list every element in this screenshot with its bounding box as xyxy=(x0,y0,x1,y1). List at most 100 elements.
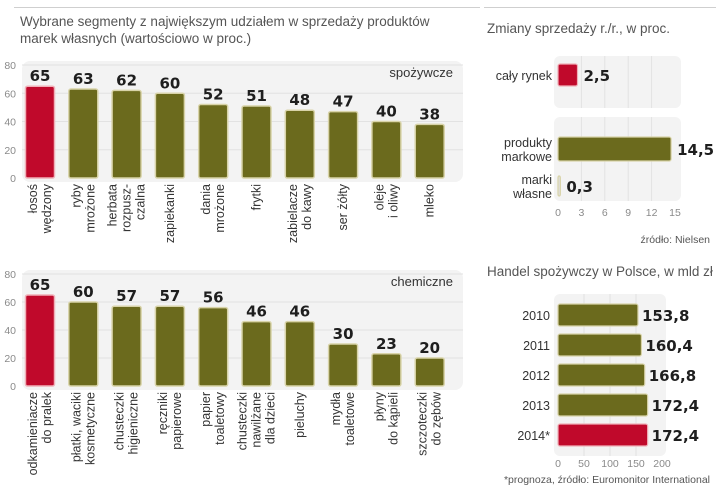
retail-value-label: 160,4 xyxy=(645,337,692,355)
sales-value-label: 14,5 xyxy=(677,141,714,159)
chem-value-label: 57 xyxy=(116,287,137,305)
sales-bar xyxy=(557,175,561,197)
chem-category-label: papier xyxy=(199,392,213,427)
food-bar xyxy=(197,103,229,179)
food-bar xyxy=(414,123,445,179)
sales-chart-title: Zmiany sprzedaży r./r., w proc. xyxy=(487,21,671,36)
food-bar xyxy=(24,85,56,179)
sales-value-label: 2,5 xyxy=(584,67,611,85)
retail-xtick-label: 100 xyxy=(601,458,619,470)
chem-category-label: dla dzieci xyxy=(264,392,278,444)
chem-category-label: nawilżane xyxy=(250,392,264,448)
sales-category-label: własne xyxy=(512,187,552,201)
retail-value-label: 166,8 xyxy=(649,367,696,385)
retail-xtick-label: 150 xyxy=(627,458,645,470)
retail-xtick-label: 0 xyxy=(555,458,561,470)
food-category-label: mrożone xyxy=(213,184,227,233)
chem-category-label: do zębów xyxy=(430,391,444,445)
retail-category-label: 2010 xyxy=(522,309,550,323)
food-bar xyxy=(327,110,359,179)
retail-xtick-label: 50 xyxy=(578,458,590,470)
food-category-label: frytki xyxy=(250,184,264,210)
food-bar xyxy=(241,105,272,179)
sales-category-label: cały rynek xyxy=(496,69,553,83)
food-category-label: rozpusz- xyxy=(120,184,134,232)
sales-source: źródło: Nielsen xyxy=(640,234,710,246)
chem-ytick-label: 20 xyxy=(4,353,16,365)
retail-value-label: 172,4 xyxy=(652,427,699,445)
chem-bar xyxy=(414,357,445,387)
food-ytick-label: 60 xyxy=(4,88,16,100)
sales-xtick-label: 9 xyxy=(625,207,631,219)
retail-source: *prognoza, źródło: Euromonitor Internati… xyxy=(503,474,710,486)
chem-value-label: 20 xyxy=(419,339,440,357)
sales-bar xyxy=(557,63,579,87)
retail-bar xyxy=(557,393,649,417)
retail-bar xyxy=(557,423,649,447)
chem-category-label: mydła xyxy=(329,392,343,425)
food-category-label: mrożone xyxy=(83,184,97,233)
sales-category-label: produkty xyxy=(504,136,553,150)
chem-bar xyxy=(111,305,142,387)
chem-value-label: 23 xyxy=(376,335,397,353)
food-value-label: 38 xyxy=(419,105,440,123)
food-segment-label: spożywcze xyxy=(389,65,453,80)
sales-xtick-label: 0 xyxy=(555,207,561,219)
chem-ytick-label: 0 xyxy=(10,381,16,393)
retail-category-label: 2014* xyxy=(517,429,550,443)
food-category-label: ser żółty xyxy=(336,183,350,230)
chem-bar xyxy=(241,320,272,387)
chem-ytick-label: 60 xyxy=(4,297,16,309)
retail-bar xyxy=(557,363,646,387)
food-category-label: łosoś xyxy=(26,184,40,213)
sales-xtick-label: 12 xyxy=(646,207,658,219)
food-category-label: wędzony xyxy=(40,183,54,234)
food-category-label: oleje xyxy=(372,184,386,210)
chem-bar xyxy=(68,301,99,387)
food-value-label: 51 xyxy=(246,87,267,105)
sales-xtick-label: 15 xyxy=(669,207,681,219)
food-category-label: dania xyxy=(199,184,213,215)
sales-bar xyxy=(557,136,672,162)
food-bar xyxy=(154,92,186,179)
chem-segment-label: chemiczne xyxy=(391,274,453,289)
chem-bar xyxy=(371,353,402,387)
food-ytick-label: 0 xyxy=(10,173,16,185)
chem-category-label: do kąpieli xyxy=(386,392,400,445)
retail-bar xyxy=(557,333,643,357)
retail-value-label: 172,4 xyxy=(652,397,699,415)
food-category-label: ryby xyxy=(69,183,83,207)
top-rule-left xyxy=(14,7,480,8)
chem-category-label: płyny xyxy=(372,391,386,421)
chem-category-label: chusteczki xyxy=(113,392,127,450)
sales-category-label: markowe xyxy=(501,150,552,164)
food-value-label: 47 xyxy=(333,93,354,111)
chem-bar xyxy=(197,306,229,387)
food-chart-title: Wybrane segmenty z największym udziałem … xyxy=(20,14,430,46)
food-value-label: 65 xyxy=(30,67,51,85)
food-bar xyxy=(371,120,402,179)
food-value-label: 60 xyxy=(159,74,180,92)
food-ytick-label: 80 xyxy=(4,60,16,72)
chem-category-label: papierowe xyxy=(170,392,184,450)
food-value-label: 48 xyxy=(289,91,310,109)
food-bar xyxy=(68,88,99,179)
food-ytick-label: 20 xyxy=(4,145,16,157)
sales-xtick-label: 6 xyxy=(602,207,608,219)
chem-category-label: płatki, waciki xyxy=(69,392,83,462)
chem-category-label: toaletowy xyxy=(213,391,227,445)
sales-value-label: 0,3 xyxy=(566,178,593,196)
chem-bar xyxy=(24,294,56,387)
chem-category-label: higieniczne xyxy=(127,392,141,455)
retail-chart-title: Handel spożywczy w Polsce, w mld zł xyxy=(487,264,713,279)
food-category-label: i oliwy xyxy=(386,183,400,218)
top-rule-right xyxy=(484,7,716,8)
sales-plot-area-top xyxy=(554,56,681,108)
retail-bar xyxy=(557,303,639,327)
food-category-label: mleko xyxy=(423,184,437,217)
food-value-label: 40 xyxy=(376,103,397,121)
chem-value-label: 60 xyxy=(73,283,94,301)
chem-value-label: 56 xyxy=(203,289,224,307)
chem-category-label: kosmetyczne xyxy=(83,392,97,465)
